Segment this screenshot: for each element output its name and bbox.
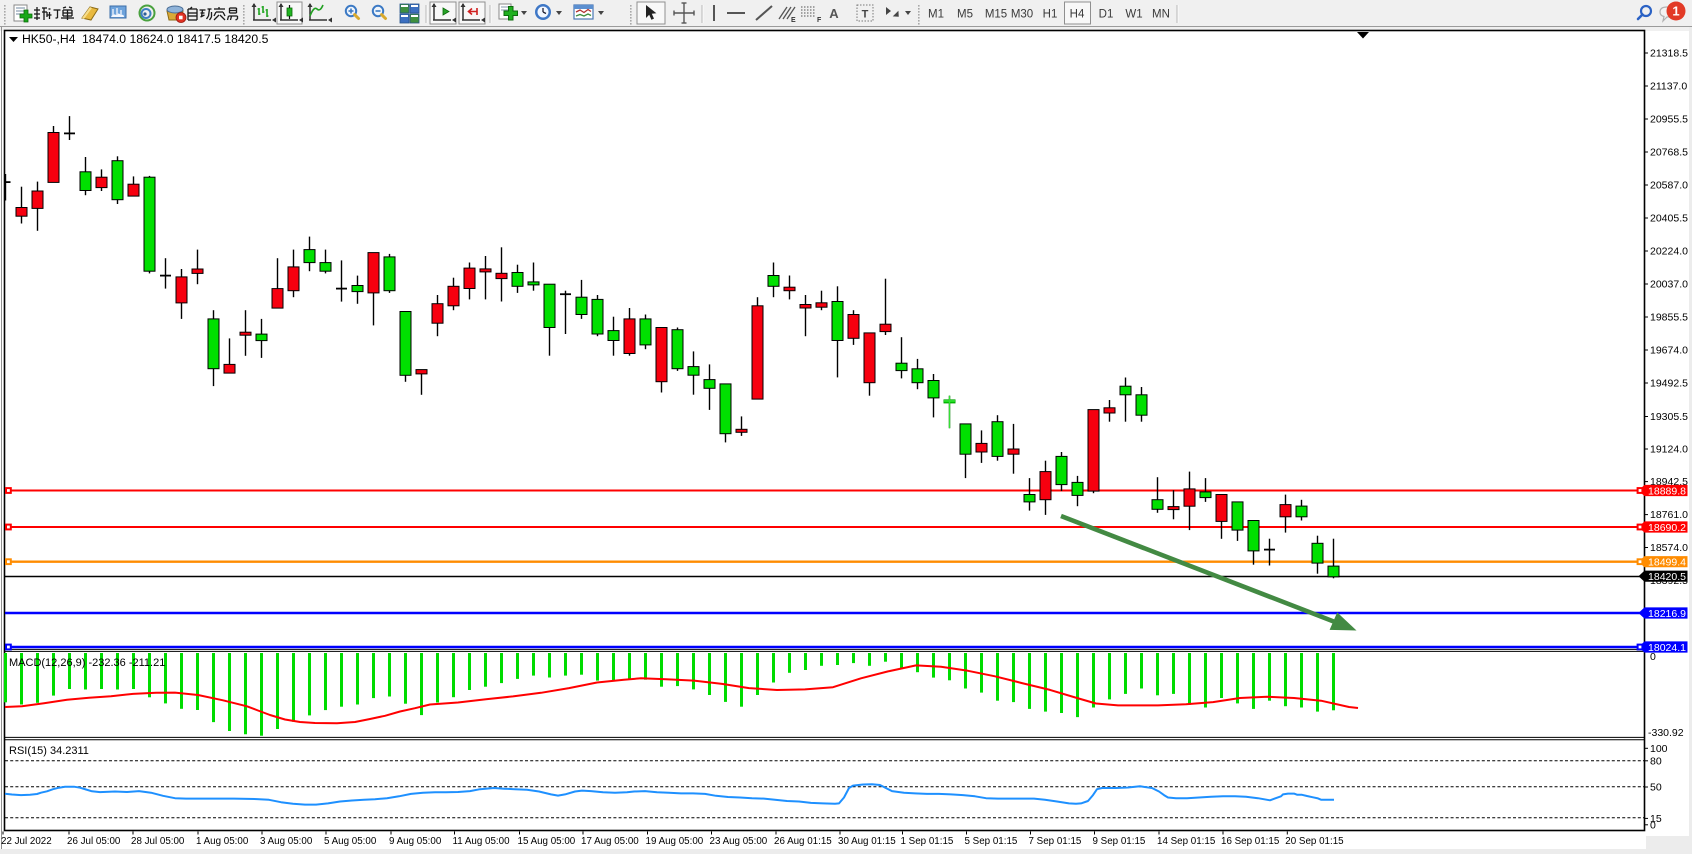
svg-text:21137.0: 21137.0	[1650, 81, 1687, 93]
svg-text:9 Aug 05:00: 9 Aug 05:00	[389, 836, 442, 847]
svg-text:1: 1	[1672, 4, 1679, 19]
svg-text:20768.5: 20768.5	[1650, 147, 1688, 159]
svg-text:18690.2: 18690.2	[1648, 522, 1686, 534]
svg-text:19492.5: 19492.5	[1650, 378, 1688, 390]
svg-text:H1: H1	[1043, 9, 1058, 21]
svg-text:F: F	[817, 17, 822, 24]
svg-text:HK50-,H4: HK50-,H4	[22, 32, 76, 46]
svg-text:80: 80	[1650, 755, 1662, 767]
svg-text:20955.5: 20955.5	[1650, 114, 1688, 126]
svg-text:18216.9: 18216.9	[1648, 608, 1686, 620]
svg-text:20405.5: 20405.5	[1650, 213, 1688, 225]
svg-text:5 Aug 05:00: 5 Aug 05:00	[324, 836, 377, 847]
svg-text:3 Aug 05:00: 3 Aug 05:00	[260, 836, 313, 847]
svg-text:14 Sep 01:15: 14 Sep 01:15	[1157, 836, 1216, 847]
svg-text:19305.5: 19305.5	[1650, 411, 1688, 423]
svg-text:W1: W1	[1125, 9, 1142, 21]
svg-text:20 Sep 01:15: 20 Sep 01:15	[1285, 836, 1344, 847]
svg-text:19855.5: 19855.5	[1650, 312, 1688, 324]
svg-text:26 Jul 05:00: 26 Jul 05:00	[67, 836, 121, 847]
svg-text:15: 15	[1650, 813, 1662, 825]
svg-text:7 Sep 01:15: 7 Sep 01:15	[1029, 836, 1082, 847]
svg-text:50: 50	[1650, 782, 1662, 794]
svg-text:M30: M30	[1011, 9, 1033, 21]
svg-text:18761.0: 18761.0	[1650, 509, 1688, 521]
svg-text:28 Jul 05:00: 28 Jul 05:00	[131, 836, 185, 847]
svg-text:18499.4: 18499.4	[1648, 557, 1686, 569]
svg-text:-330.92: -330.92	[1648, 727, 1684, 739]
svg-text:H4: H4	[1070, 9, 1085, 21]
svg-text:19124.0: 19124.0	[1650, 444, 1688, 456]
svg-text:18574.0: 18574.0	[1650, 542, 1688, 554]
svg-text:T: T	[862, 9, 869, 21]
svg-text:M1: M1	[928, 9, 944, 21]
svg-text:0: 0	[1650, 651, 1656, 663]
svg-text:M15: M15	[985, 9, 1007, 21]
svg-text:20587.0: 20587.0	[1650, 180, 1688, 192]
svg-text:21318.5: 21318.5	[1650, 48, 1688, 60]
svg-text:18420.5: 18420.5	[1648, 571, 1686, 583]
svg-text:18889.8: 18889.8	[1648, 485, 1686, 497]
svg-text:18474.0 18624.0 18417.5 18420.: 18474.0 18624.0 18417.5 18420.5	[82, 32, 269, 46]
svg-text:D1: D1	[1099, 9, 1114, 21]
svg-text:15 Aug 05:00: 15 Aug 05:00	[518, 836, 576, 847]
svg-text:18024.1: 18024.1	[1648, 642, 1686, 654]
svg-text:17 Aug 05:00: 17 Aug 05:00	[581, 836, 639, 847]
svg-text:A: A	[829, 6, 839, 21]
svg-text:5 Sep 01:15: 5 Sep 01:15	[965, 836, 1018, 847]
svg-text:11 Aug 05:00: 11 Aug 05:00	[453, 836, 511, 847]
svg-text:16 Sep 01:15: 16 Sep 01:15	[1221, 836, 1280, 847]
svg-text:0: 0	[1650, 819, 1656, 831]
svg-text:M5: M5	[957, 9, 973, 21]
svg-text:20037.0: 20037.0	[1650, 279, 1688, 291]
svg-text:MN: MN	[1152, 9, 1170, 21]
svg-text:19 Aug 05:00: 19 Aug 05:00	[646, 836, 704, 847]
svg-text:26 Aug 01:15: 26 Aug 01:15	[774, 836, 832, 847]
svg-text:E: E	[791, 17, 796, 24]
svg-text:MACD(12,26,9) -232.36 -211.21: MACD(12,26,9) -232.36 -211.21	[9, 657, 165, 669]
svg-text:22 Jul 2022: 22 Jul 2022	[1, 836, 52, 847]
svg-text:23 Aug 05:00: 23 Aug 05:00	[710, 836, 768, 847]
svg-text:1 Aug 05:00: 1 Aug 05:00	[196, 836, 249, 847]
svg-text:9 Sep 01:15: 9 Sep 01:15	[1093, 836, 1146, 847]
svg-text:20224.0: 20224.0	[1650, 246, 1688, 258]
svg-text:RSI(15) 34.2311: RSI(15) 34.2311	[9, 745, 89, 757]
svg-text:19674.0: 19674.0	[1650, 345, 1688, 357]
svg-text:1 Sep 01:15: 1 Sep 01:15	[901, 836, 954, 847]
svg-text:30 Aug 01:15: 30 Aug 01:15	[838, 836, 896, 847]
svg-text:100: 100	[1650, 743, 1668, 755]
